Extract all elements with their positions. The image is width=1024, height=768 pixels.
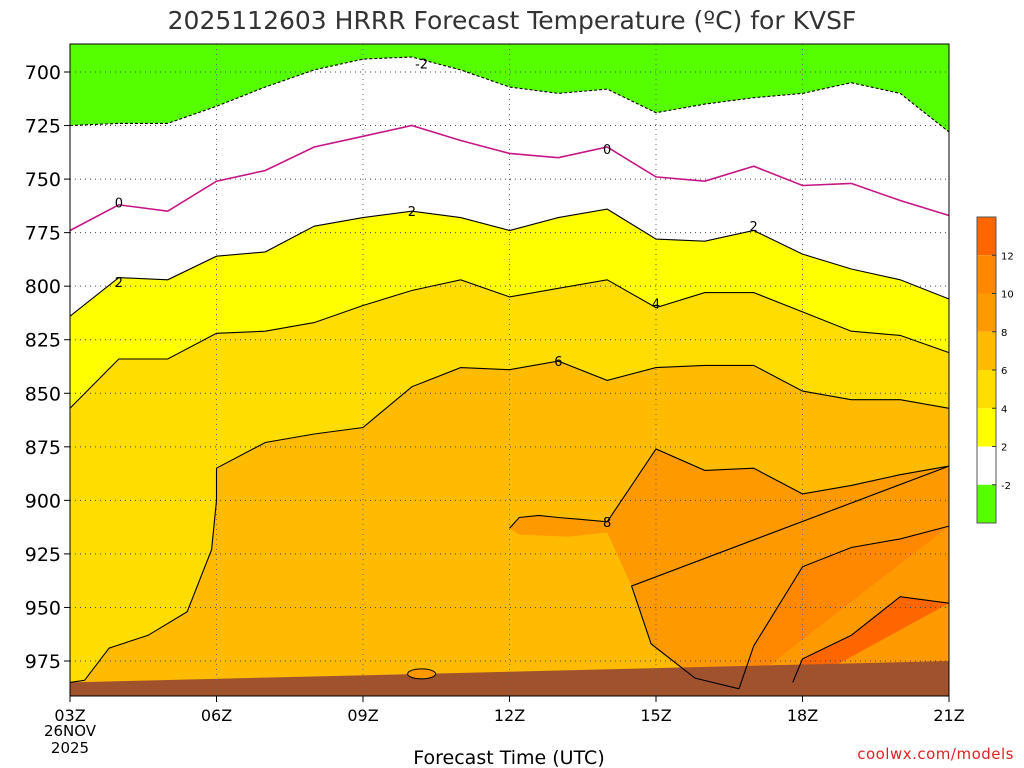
ground-fill [70, 661, 949, 696]
colorbar-swatch [977, 255, 996, 294]
colorbar-swatch [977, 484, 996, 523]
fill-10-to-12 [739, 526, 949, 689]
date-label-day: 26NOV [44, 722, 97, 740]
y-tick-label: 700 [25, 62, 61, 84]
colorbar-swatch [977, 370, 996, 409]
contour-8-bubble [407, 668, 437, 680]
y-tick-label: 950 [25, 597, 61, 619]
x-tick-label: 09Z [347, 706, 378, 725]
colorbar-tick-label: 8 [1001, 328, 1007, 339]
colorbar-tick-label: -2 [1001, 481, 1011, 492]
y-tick-label: 925 [25, 544, 61, 566]
contour-line-10 [738, 525, 950, 689]
contour-label-6: 6 [554, 355, 562, 370]
colorbar-swatch [977, 446, 996, 485]
colorbar: 12 10 8 6 4 2 -2 [976, 216, 1014, 524]
y-axis: 700 725 750 775 800 825 850 875 900 925 950 975 [25, 62, 70, 673]
contour-label--2: -2 [415, 57, 428, 72]
y-tick-label: 800 [25, 276, 61, 298]
x-tick-label: 12Z [494, 706, 525, 725]
colorbar-swatch [977, 293, 996, 332]
y-tick-label: 900 [25, 490, 61, 512]
contour-label-4: 4 [652, 297, 660, 312]
contour-label-0: 0 [115, 197, 123, 212]
y-tick-label: 975 [25, 651, 61, 673]
contour-label-0: 0 [603, 143, 611, 158]
colorbar-tick-label: 2 [1001, 443, 1007, 454]
x-axis: 03Z 06Z 09Z 12Z 15Z 18Z 21Z [54, 696, 965, 725]
contour-line-2 [69, 208, 950, 317]
colorbar-swatch [977, 217, 996, 256]
contour-line--2 [69, 56, 950, 133]
fill-below-minus2 [70, 44, 949, 132]
colorbar-tick-label: 10 [1001, 290, 1014, 301]
contour-line-12 [792, 596, 950, 683]
y-tick-label: 725 [25, 116, 61, 138]
colorbar-tick-label: 4 [1001, 404, 1007, 415]
x-tick-label: 06Z [201, 706, 232, 725]
colorbar-tick-label: 6 [1001, 366, 1007, 377]
x-tick-label: 15Z [640, 706, 671, 725]
credit-text: coolwx.com/models [857, 745, 1014, 763]
x-axis-label: Forecast Time (UTC) [413, 747, 604, 768]
x-tick-label: 18Z [787, 706, 818, 725]
colorbar-swatch [977, 408, 996, 447]
fill-2-to-4 [70, 209, 949, 409]
y-tick-label: 775 [25, 223, 61, 245]
x-tick-label: 03Z [54, 706, 85, 725]
contour-lines [69, 56, 950, 690]
colorbar-swatch [977, 331, 996, 370]
fill-4-to-6 [70, 279, 949, 683]
contour-line-4 [69, 279, 950, 409]
contour-label-2: 2 [115, 276, 123, 291]
y-tick-label: 825 [25, 330, 61, 352]
fill-minus2-to-2 [70, 57, 949, 317]
contour-line-6 [216, 360, 950, 469]
x-tick-label: 21Z [933, 706, 964, 725]
contour-labels: -2 0 0 2 2 2 4 6 8 [115, 57, 758, 530]
contour-line-0 [69, 124, 950, 232]
contour-label-2: 2 [408, 205, 416, 220]
contour-line-8 [509, 448, 950, 690]
contour-line-6-left [69, 468, 218, 683]
chart-title: 2025112603 HRRR Forecast Temperature (ºC… [168, 6, 857, 35]
y-tick-label: 875 [25, 437, 61, 459]
y-tick-label: 750 [25, 169, 61, 191]
colorbar-tick-label: 12 [1001, 251, 1014, 262]
date-label-year: 2025 [51, 739, 89, 757]
contour-label-8: 8 [603, 516, 611, 531]
y-tick-label: 850 [25, 383, 61, 405]
contour-label-2: 2 [750, 220, 758, 235]
fill-8-to-10 [509, 449, 949, 689]
